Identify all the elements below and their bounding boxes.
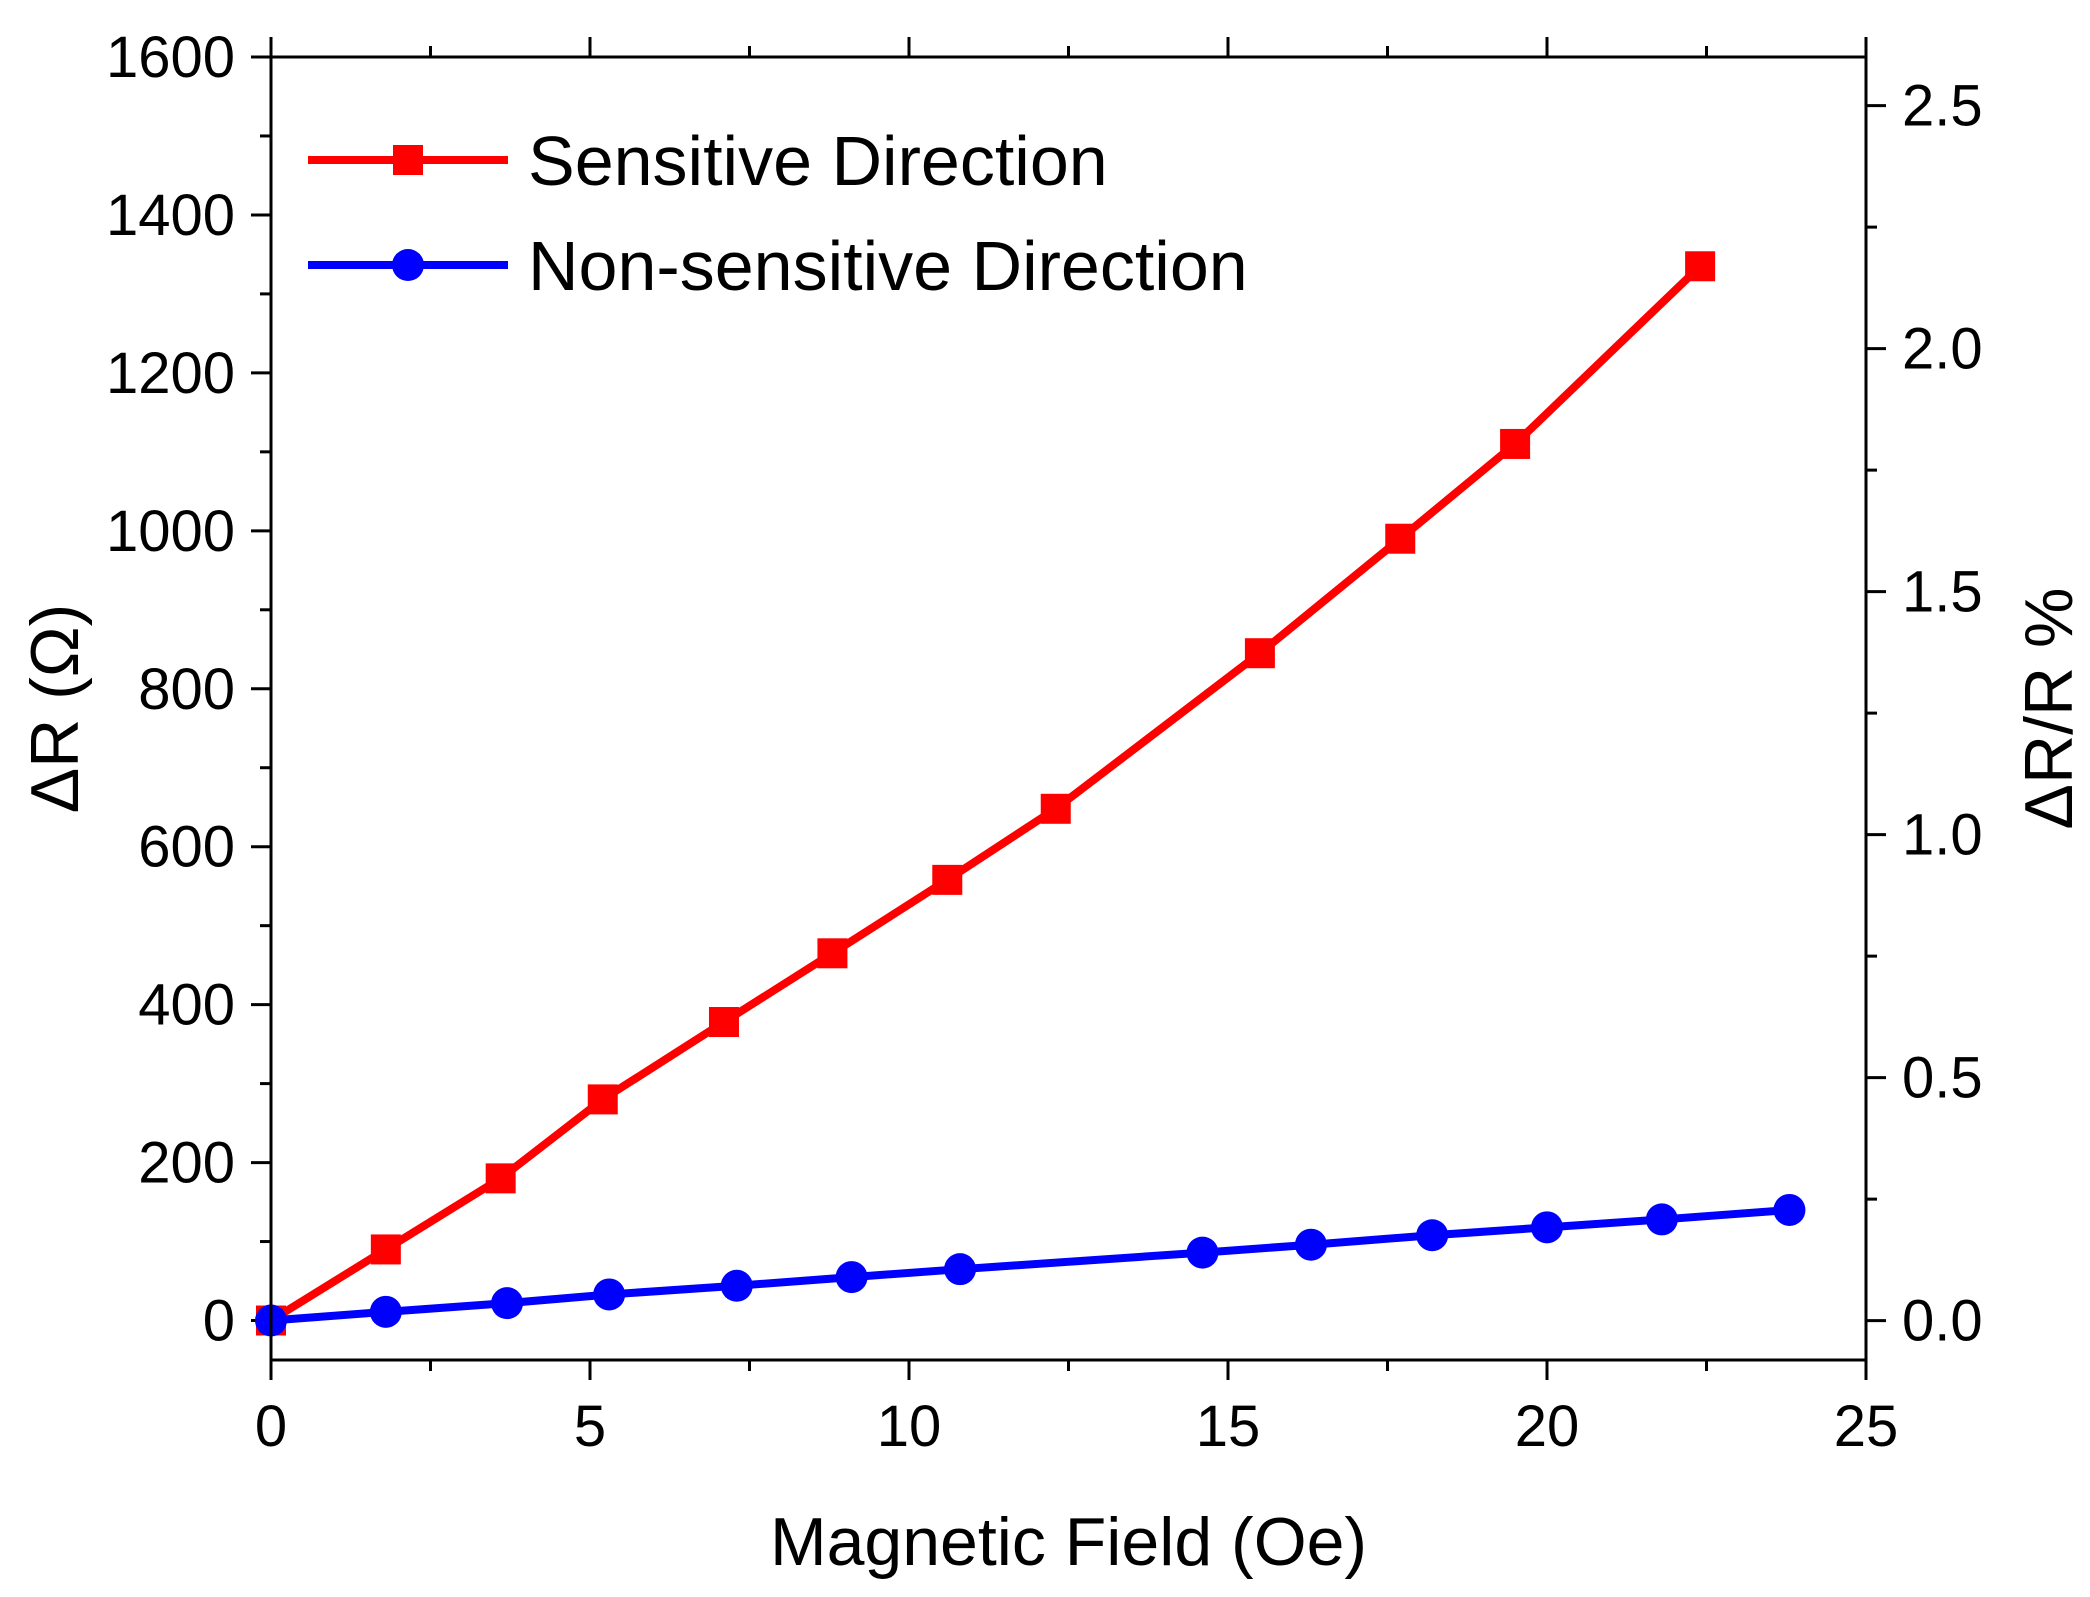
y2-axis-title: ΔR/R % — [2011, 588, 2087, 830]
y-tick-label: 0 — [203, 1289, 235, 1354]
data-point-non-sensitive — [1294, 1228, 1327, 1261]
legend-marker-sensitive — [393, 145, 423, 175]
y2-tick-label: 0.0 — [1902, 1289, 1983, 1354]
data-point-sensitive — [1685, 251, 1716, 282]
ticks-layer: 0 5 10 15 20 25 0 200 400 600 800 1000 1200 1400 1600 0… — [106, 25, 1983, 1459]
y-tick-label: 800 — [138, 657, 235, 722]
data-point-sensitive — [1500, 428, 1531, 459]
legend: Sensitive Direction Non-sensitive Direct… — [308, 122, 1248, 305]
y2-tick-label: 2.0 — [1902, 317, 1983, 382]
data-point-non-sensitive — [1416, 1219, 1449, 1252]
data-point-non-sensitive — [1186, 1236, 1219, 1269]
legend-label-sensitive: Sensitive Direction — [528, 122, 1108, 200]
x-tick-label: 0 — [255, 1394, 287, 1459]
data-point-non-sensitive — [835, 1261, 868, 1294]
x-tick-label: 5 — [574, 1394, 606, 1459]
data-point-non-sensitive — [720, 1269, 753, 1302]
y-tick-label: 600 — [138, 815, 235, 880]
y-tick-label: 200 — [138, 1131, 235, 1196]
data-point-sensitive — [587, 1084, 618, 1115]
data-point-sensitive — [708, 1007, 739, 1038]
data-point-sensitive — [1385, 523, 1416, 554]
y-tick-label: 1000 — [106, 499, 235, 564]
data-point-sensitive — [485, 1163, 516, 1194]
data-point-sensitive — [817, 938, 848, 969]
data-point-sensitive — [932, 864, 963, 895]
data-point-non-sensitive — [944, 1253, 977, 1286]
data-point-sensitive — [1244, 638, 1275, 669]
series-layer — [255, 251, 1806, 1337]
legend-item-non-sensitive: Non-sensitive Direction — [308, 227, 1248, 305]
y2-tick-label: 2.5 — [1902, 74, 1983, 139]
x-tick-label: 10 — [877, 1394, 942, 1459]
y2-tick-label: 1.0 — [1902, 803, 1983, 868]
x-tick-label: 20 — [1515, 1394, 1580, 1459]
y-tick-label: 1200 — [106, 341, 235, 406]
legend-label-non-sensitive: Non-sensitive Direction — [528, 227, 1248, 305]
y-tick-label: 1400 — [106, 183, 235, 248]
data-point-non-sensitive — [1773, 1193, 1806, 1226]
data-point-non-sensitive — [491, 1287, 524, 1320]
y-tick-label: 1600 — [106, 25, 235, 90]
series-line-sensitive — [268, 263, 1703, 1324]
data-point-non-sensitive — [1645, 1203, 1678, 1236]
x-axis-title: Magnetic Field (Oe) — [770, 1504, 1367, 1580]
data-point-non-sensitive — [369, 1295, 402, 1328]
data-point-non-sensitive — [1531, 1211, 1563, 1244]
y2-tick-label: 0.5 — [1902, 1046, 1983, 1111]
x-tick-label: 25 — [1834, 1394, 1899, 1459]
y-tick-label: 400 — [138, 973, 235, 1038]
plot-frame — [269, 55, 1868, 1362]
data-point-sensitive — [370, 1234, 401, 1265]
x-tick-label: 15 — [1196, 1394, 1261, 1459]
data-point-sensitive — [1040, 793, 1071, 824]
legend-marker-non-sensitive — [392, 249, 424, 281]
legend-item-sensitive: Sensitive Direction — [308, 122, 1108, 200]
data-point-non-sensitive — [593, 1278, 626, 1311]
y2-tick-label: 1.5 — [1902, 560, 1983, 625]
y-axis-title: ΔR (Ω) — [17, 604, 93, 814]
